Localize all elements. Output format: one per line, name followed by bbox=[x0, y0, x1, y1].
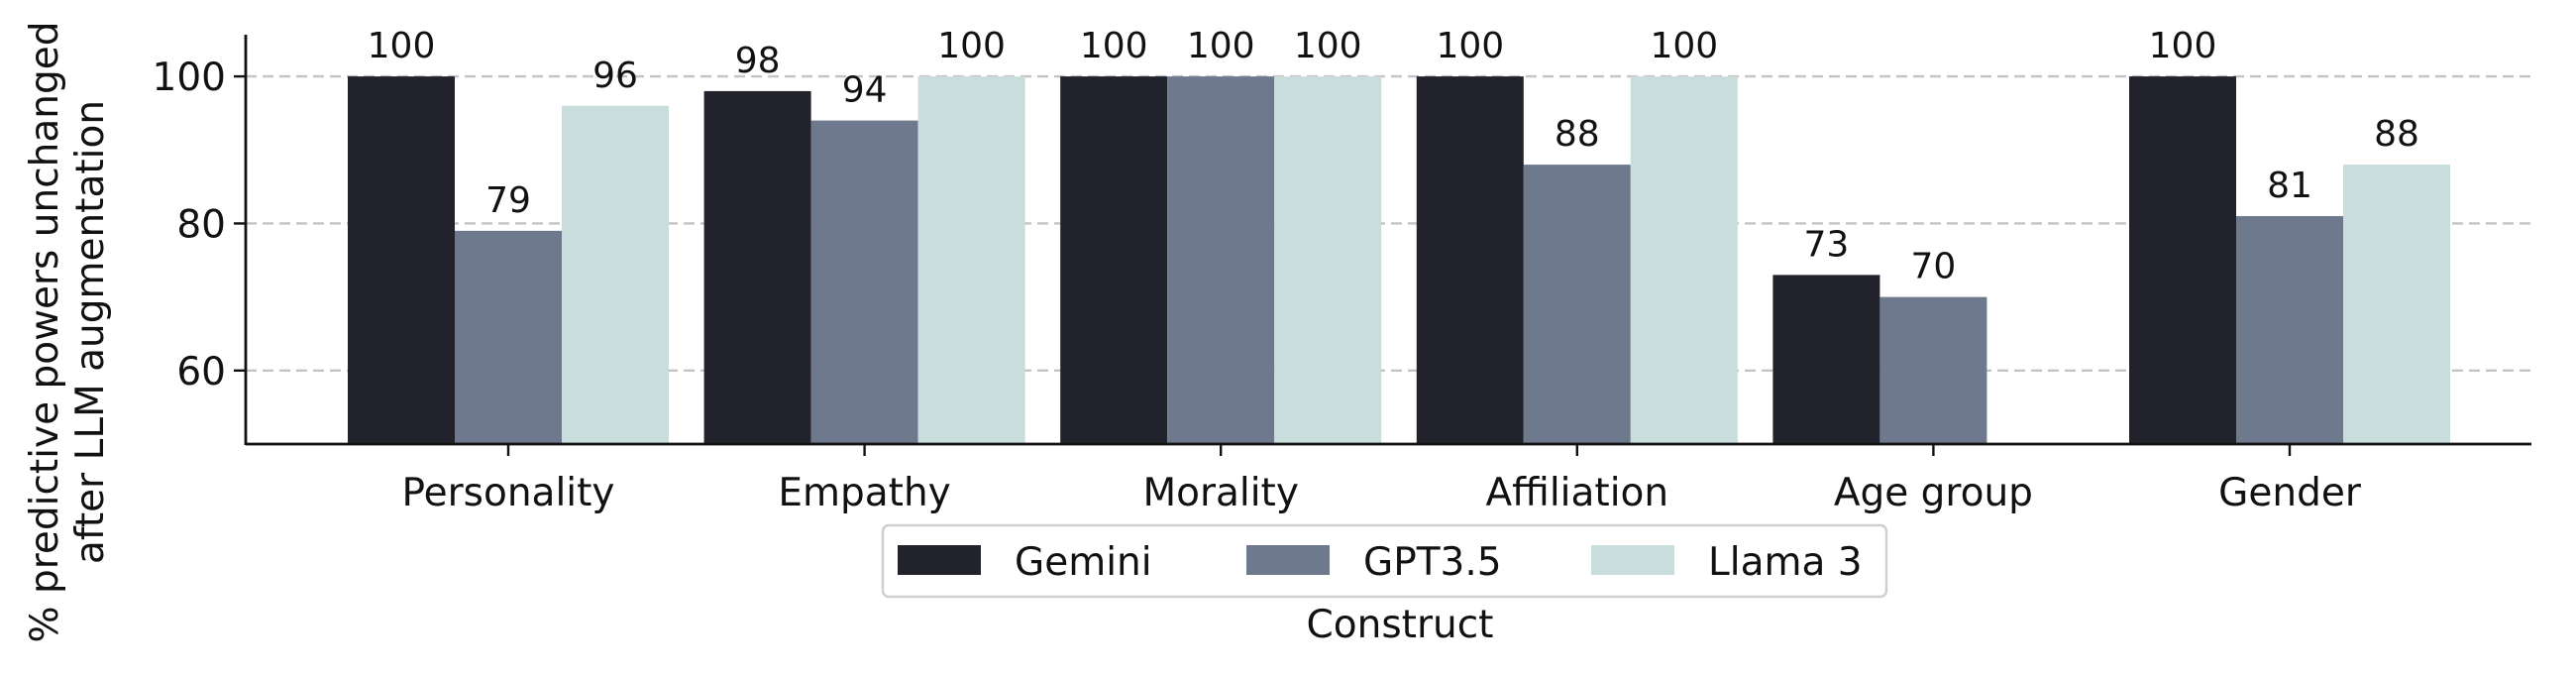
bar bbox=[2129, 76, 2236, 444]
legend-label: Llama 3 bbox=[1708, 540, 1863, 585]
legend-swatch bbox=[1591, 545, 1674, 575]
bar bbox=[348, 76, 455, 444]
y-ticks: 60 80 100 bbox=[153, 56, 246, 394]
x-axis-title: Construct bbox=[1307, 603, 1494, 647]
bar bbox=[1772, 275, 1880, 444]
legend-box bbox=[881, 523, 1888, 599]
data-label: 100 bbox=[1294, 26, 1362, 66]
legend-label: GPT3.5 bbox=[1363, 540, 1502, 585]
bar bbox=[1523, 165, 1631, 445]
data-label: 100 bbox=[2149, 26, 2217, 66]
bar bbox=[1879, 296, 1987, 444]
data-label: 100 bbox=[1187, 26, 1255, 66]
y-axis-title-line: after LLM augmentation bbox=[68, 100, 113, 564]
data-labels: 100 98 100 100 73 100 79 94 100 88 70 81 96 100 100 100… bbox=[368, 26, 2419, 287]
y-axis-title: % predictive powers unchanged after LLM a… bbox=[23, 22, 113, 643]
bar bbox=[1060, 76, 1168, 444]
x-ticks: Personality Empathy Morality Affiliation Age… bbox=[402, 444, 2362, 515]
bar bbox=[1167, 76, 1275, 444]
data-label: 88 bbox=[1555, 114, 1600, 155]
data-label: 94 bbox=[842, 70, 888, 111]
y-tick-label: 60 bbox=[176, 350, 226, 394]
bar bbox=[1274, 76, 1382, 444]
legend-swatch bbox=[898, 545, 981, 575]
x-tick-label: Empathy bbox=[778, 471, 950, 515]
data-label: 100 bbox=[1650, 26, 1718, 66]
data-label: 88 bbox=[2374, 114, 2419, 155]
bar bbox=[2343, 165, 2450, 445]
data-label: 73 bbox=[1803, 224, 1849, 265]
data-label: 81 bbox=[2267, 166, 2312, 206]
x-tick-label: Morality bbox=[1142, 471, 1299, 515]
data-label: 79 bbox=[485, 180, 531, 221]
bar bbox=[455, 230, 562, 444]
axes bbox=[244, 35, 2531, 446]
bars bbox=[348, 76, 2450, 445]
data-label: 100 bbox=[1436, 26, 1504, 66]
bar bbox=[2236, 216, 2343, 444]
bar bbox=[810, 120, 918, 444]
data-label: 70 bbox=[1910, 247, 1956, 287]
x-tick-label: Personality bbox=[402, 471, 615, 515]
bar bbox=[703, 90, 811, 444]
data-label: 96 bbox=[592, 56, 638, 96]
data-label: 100 bbox=[937, 26, 1006, 66]
y-tick-label: 80 bbox=[176, 202, 226, 247]
bar bbox=[1630, 76, 1738, 444]
bar bbox=[917, 76, 1025, 444]
legend: Gemini GPT3.5 Llama 3 bbox=[881, 523, 1888, 599]
y-tick-label: 100 bbox=[153, 56, 226, 100]
x-tick-label: Gender bbox=[2218, 471, 2362, 515]
bar bbox=[562, 105, 669, 444]
x-tick-label: Age group bbox=[1834, 471, 2033, 515]
data-label: 100 bbox=[1080, 26, 1148, 66]
x-tick-label: Affiliation bbox=[1485, 471, 1668, 515]
bar bbox=[1416, 76, 1524, 444]
data-label: 98 bbox=[735, 41, 781, 81]
legend-swatch bbox=[1246, 545, 1330, 575]
data-label: 100 bbox=[368, 26, 436, 66]
legend-label: Gemini bbox=[1015, 540, 1152, 585]
y-axis-title-line: % predictive powers unchanged bbox=[23, 22, 67, 643]
